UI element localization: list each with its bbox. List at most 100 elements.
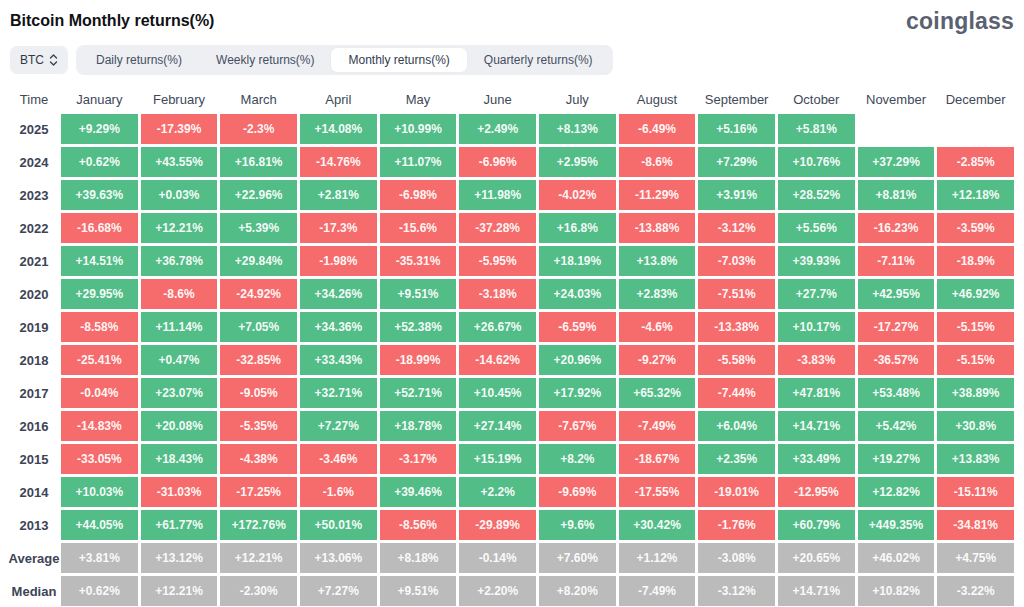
- return-cell: +46.92%: [937, 279, 1014, 309]
- return-cell: -32.85%: [220, 345, 297, 375]
- tab-monthly[interactable]: Monthly returns(%): [331, 48, 466, 72]
- return-cell: -0.04%: [61, 378, 138, 408]
- return-cell: +29.84%: [220, 246, 297, 276]
- return-cell: +13.8%: [619, 246, 696, 276]
- return-cell: -3.22%: [937, 576, 1014, 606]
- return-cell: +12.18%: [937, 180, 1014, 210]
- return-cell: +36.78%: [141, 246, 218, 276]
- return-cell: +47.81%: [778, 378, 855, 408]
- return-cell: +34.36%: [300, 312, 377, 342]
- return-cell: -33.05%: [61, 444, 138, 474]
- return-cell: +52.71%: [380, 378, 457, 408]
- row-label: 2018: [10, 345, 58, 375]
- return-cell: -25.41%: [61, 345, 138, 375]
- return-cell: +14.51%: [61, 246, 138, 276]
- return-cell: +10.03%: [61, 477, 138, 507]
- return-cell: -3.18%: [459, 279, 536, 309]
- tab-weekly[interactable]: Weekly returns(%): [199, 48, 331, 72]
- return-cell: +5.39%: [220, 213, 297, 243]
- return-cell: +3.91%: [698, 180, 775, 210]
- return-cell: -5.35%: [220, 411, 297, 441]
- return-cell: -15.11%: [937, 477, 1014, 507]
- return-cell: -13.38%: [698, 312, 775, 342]
- sort-updown-icon: [49, 53, 58, 67]
- return-cell: +13.83%: [937, 444, 1014, 474]
- return-cell: +7.29%: [698, 147, 775, 177]
- return-cell: -6.49%: [619, 114, 696, 144]
- return-cell: +50.01%: [300, 510, 377, 540]
- returns-table: TimeJanuaryFebruaryMarchAprilMayJuneJuly…: [10, 87, 1014, 606]
- coinglass-logo: coinglass: [906, 8, 1014, 35]
- return-cell: -9.69%: [539, 477, 616, 507]
- return-cell: -3.12%: [698, 576, 775, 606]
- return-cell: -35.31%: [380, 246, 457, 276]
- return-cell: -14.83%: [61, 411, 138, 441]
- return-cell: -6.59%: [539, 312, 616, 342]
- return-cell: +15.19%: [459, 444, 536, 474]
- month-column-header: September: [698, 87, 775, 111]
- return-cell: +7.27%: [300, 576, 377, 606]
- return-cell: +13.06%: [300, 543, 377, 573]
- return-cell: +17.92%: [539, 378, 616, 408]
- return-cell: +8.20%: [539, 576, 616, 606]
- return-cell: -5.15%: [937, 312, 1014, 342]
- return-cell: +9.6%: [539, 510, 616, 540]
- return-cell: -18.99%: [380, 345, 457, 375]
- return-cell: -7.44%: [698, 378, 775, 408]
- return-cell: -0.14%: [459, 543, 536, 573]
- return-cell: +2.35%: [698, 444, 775, 474]
- return-cell: +0.47%: [141, 345, 218, 375]
- return-cell: -6.98%: [380, 180, 457, 210]
- return-cell: +2.83%: [619, 279, 696, 309]
- return-cell: +44.05%: [61, 510, 138, 540]
- return-cell: -2.3%: [220, 114, 297, 144]
- return-cell: -5.58%: [698, 345, 775, 375]
- return-cell: +449.35%: [858, 510, 935, 540]
- time-column-header: Time: [10, 87, 58, 111]
- return-cell: +12.21%: [220, 543, 297, 573]
- return-cell: +10.45%: [459, 378, 536, 408]
- return-cell: +2.20%: [459, 576, 536, 606]
- return-cell: +29.95%: [61, 279, 138, 309]
- return-cell: +28.52%: [778, 180, 855, 210]
- return-cell: -12.95%: [778, 477, 855, 507]
- row-label: 2013: [10, 510, 58, 540]
- return-cell: -7.51%: [698, 279, 775, 309]
- return-cell: -16.23%: [858, 213, 935, 243]
- return-cell: +8.18%: [380, 543, 457, 573]
- return-cell: +18.19%: [539, 246, 616, 276]
- return-cell: -13.88%: [619, 213, 696, 243]
- row-label: 2021: [10, 246, 58, 276]
- return-cell: +34.26%: [300, 279, 377, 309]
- page-title: Bitcoin Monthly returns(%): [10, 8, 214, 30]
- return-cell: -9.27%: [619, 345, 696, 375]
- return-cell: +60.79%: [778, 510, 855, 540]
- return-cell: +46.02%: [858, 543, 935, 573]
- tab-daily[interactable]: Daily returns(%): [79, 48, 199, 72]
- return-cell: +3.81%: [61, 543, 138, 573]
- return-cell: +11.14%: [141, 312, 218, 342]
- return-cell: +20.08%: [141, 411, 218, 441]
- month-column-header: April: [300, 87, 377, 111]
- return-cell: +10.82%: [858, 576, 935, 606]
- return-cell: +5.16%: [698, 114, 775, 144]
- return-cell: +7.27%: [300, 411, 377, 441]
- return-cell: +8.2%: [539, 444, 616, 474]
- return-cell: +37.29%: [858, 147, 935, 177]
- return-cell: +61.77%: [141, 510, 218, 540]
- tab-quarterly[interactable]: Quarterly returns(%): [467, 48, 610, 72]
- return-cell: -8.6%: [141, 279, 218, 309]
- return-cell: -15.6%: [380, 213, 457, 243]
- return-cell: +11.07%: [380, 147, 457, 177]
- return-cell: +0.62%: [61, 147, 138, 177]
- return-cell: +27.7%: [778, 279, 855, 309]
- return-cell: +43.55%: [141, 147, 218, 177]
- return-cell: +2.95%: [539, 147, 616, 177]
- return-cell: -8.56%: [380, 510, 457, 540]
- return-cell: +10.99%: [380, 114, 457, 144]
- return-cell: -6.96%: [459, 147, 536, 177]
- return-cell: -7.49%: [619, 576, 696, 606]
- return-cell: +23.07%: [141, 378, 218, 408]
- symbol-select[interactable]: BTC: [10, 46, 68, 74]
- return-cell: +2.81%: [300, 180, 377, 210]
